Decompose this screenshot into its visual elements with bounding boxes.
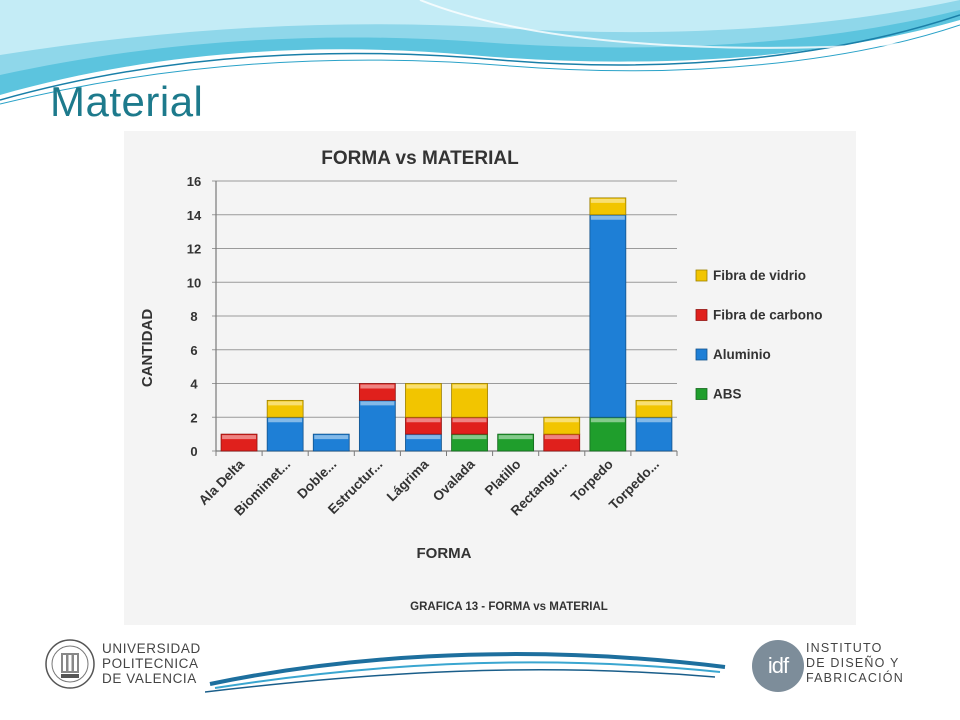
idf-line-3: FABRICACIÓN	[806, 671, 904, 685]
bar-segment-fibra-de-vidrio	[405, 383, 442, 418]
y-tick-label: 14	[187, 208, 202, 223]
upv-logo-text: UNIVERSIDAD POLITECNICA DE VALENCIA	[102, 641, 212, 686]
bar-highlight	[590, 418, 625, 423]
upv-line-2: POLITECNICA	[102, 656, 199, 671]
chart-panel: FORMA vs MATERIAL 0 2 4 6 8 10 12 14 16 Ala Delt…	[124, 131, 856, 625]
legend-label-fibra-de-vidrio: Fibra de vidrio	[713, 268, 806, 283]
y-tick-label: 16	[187, 174, 201, 189]
slide-title: Material	[50, 78, 204, 125]
legend-swatch-aluminio	[695, 348, 708, 361]
bar-highlight	[268, 401, 303, 406]
legend-label-fibra-de-carbono: Fibra de carbono	[713, 308, 823, 323]
bar-highlight	[268, 418, 303, 423]
bar-highlight	[544, 435, 579, 440]
bar-highlight	[406, 418, 441, 423]
bar-segment-aluminio	[635, 416, 673, 452]
bar-highlight	[636, 418, 671, 423]
bar-segment-aluminio	[358, 399, 396, 452]
bar-highlight	[222, 435, 257, 440]
legend-label-aluminio: Aluminio	[713, 347, 771, 362]
bar-highlight	[452, 435, 487, 440]
y-axis-title: CANTIDAD	[139, 309, 156, 387]
y-tick-label: 8	[190, 309, 197, 324]
x-axis-title: FORMA	[417, 545, 472, 562]
y-tick-label: 0	[190, 444, 197, 459]
bar-segment-aluminio	[266, 416, 304, 452]
footer-wave-decoration	[205, 652, 726, 693]
upv-seal-icon	[45, 639, 95, 689]
y-tick-label: 4	[190, 377, 198, 392]
bar-highlight	[406, 435, 441, 440]
bar-highlight	[406, 384, 441, 389]
bar-highlight	[590, 198, 625, 203]
bar-segment-abs	[589, 416, 627, 452]
x-tick-label: Torpedo	[568, 457, 616, 505]
x-tick-label: Ovalada	[430, 456, 478, 504]
bar-highlight	[452, 418, 487, 423]
bar-highlight	[452, 384, 487, 389]
bar-highlight	[544, 418, 579, 423]
y-tick-label: 6	[190, 343, 197, 358]
x-tick-label: Platillo	[482, 457, 524, 499]
legend-label-abs: ABS	[713, 387, 742, 402]
upv-logo: UNIVERSIDAD POLITECNICA DE VALENCIA	[44, 638, 204, 694]
idf-line-2: DE DISEÑO Y	[806, 656, 900, 670]
y-tick-label: 2	[190, 410, 197, 425]
y-tick-label: 10	[187, 275, 201, 290]
x-tick-label: Lágrima	[384, 456, 432, 504]
chart-title: FORMA vs MATERIAL	[321, 148, 519, 169]
legend-swatch-abs	[695, 388, 708, 400]
idf-logo-icon: idf	[752, 640, 804, 692]
bar-highlight	[360, 384, 395, 389]
y-tick-label: 12	[187, 242, 201, 257]
legend-swatch-fibra-de-carbono	[695, 309, 708, 321]
bar-highlight	[590, 215, 625, 220]
header-wave-decoration	[0, 0, 960, 105]
x-tick-label: Doble...	[294, 457, 339, 502]
idf-logo-text: INSTITUTO DE DISEÑO Y FABRICACIÓN	[806, 641, 916, 686]
idf-logo: idf INSTITUTO DE DISEÑO Y FABRICACIÓN	[752, 638, 922, 694]
bar-highlight	[636, 401, 671, 406]
legend-swatch-fibra-de-vidrio	[695, 269, 708, 282]
x-tick-label: Torpedo...	[606, 457, 662, 513]
bar-highlight	[360, 401, 395, 406]
bar-segment-aluminio	[589, 214, 627, 418]
upv-line-1: UNIVERSIDAD	[102, 641, 201, 656]
bar-highlight	[314, 435, 349, 440]
idf-line-1: INSTITUTO	[806, 641, 883, 655]
bar-highlight	[498, 435, 533, 440]
bar-segment-fibra-de-vidrio	[451, 383, 488, 418]
chart-caption: GRAFICA 13 - FORMA vs MATERIAL	[410, 601, 608, 613]
upv-line-3: DE VALENCIA	[102, 671, 197, 686]
